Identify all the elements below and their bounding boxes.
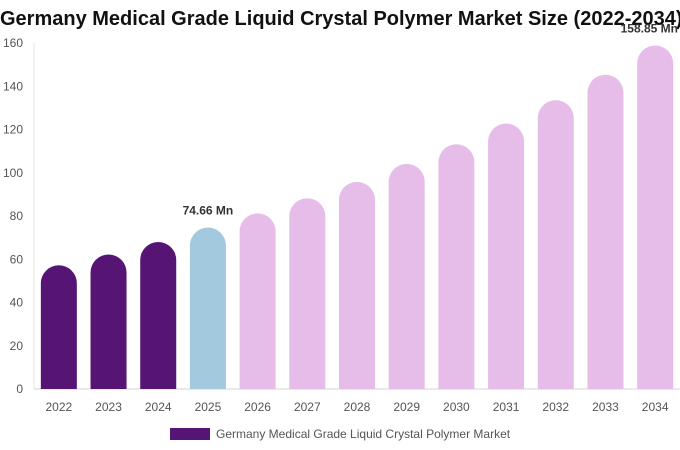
- y-tick-label: 120: [3, 123, 23, 137]
- y-tick-label: 80: [10, 209, 24, 223]
- x-tick-label: 2028: [344, 400, 371, 414]
- bar: [239, 213, 276, 389]
- bar: [537, 100, 574, 389]
- data-label: 74.66 Mn: [183, 204, 234, 218]
- legend-label: Germany Medical Grade Liquid Crystal Pol…: [216, 427, 511, 441]
- x-tick-label: 2027: [294, 400, 321, 414]
- legend-swatch: [170, 428, 210, 440]
- bar: [587, 74, 624, 389]
- bar: [189, 227, 226, 389]
- bar: [637, 45, 674, 389]
- x-tick-label: 2025: [195, 400, 222, 414]
- y-tick-label: 100: [3, 166, 23, 180]
- y-tick-label: 20: [10, 339, 24, 353]
- y-tick-label: 60: [10, 252, 24, 266]
- bar: [140, 241, 177, 389]
- x-tick-label: 2029: [393, 400, 420, 414]
- chart-title: Germany Medical Grade Liquid Crystal Pol…: [0, 8, 680, 30]
- bar: [40, 265, 77, 389]
- x-tick-label: 2031: [493, 400, 520, 414]
- data-label: 158.85 Mn: [621, 21, 678, 35]
- bar: [438, 144, 475, 389]
- bar: [339, 181, 375, 389]
- bar: [488, 123, 525, 390]
- y-axis-ticks: 0 20 40 60 80 100 120 140 160: [3, 36, 23, 396]
- x-tick-label: 2033: [592, 400, 619, 414]
- x-tick-label: 2032: [542, 400, 569, 414]
- x-tick-label: 2026: [244, 400, 271, 414]
- bar: [289, 198, 326, 389]
- legend: Germany Medical Grade Liquid Crystal Pol…: [170, 426, 510, 442]
- y-tick-label: 0: [16, 382, 23, 396]
- x-tick-label: 2023: [95, 400, 122, 414]
- bars: [40, 45, 674, 390]
- x-tick-label: 2024: [145, 400, 172, 414]
- y-tick-label: 160: [3, 36, 23, 50]
- data-labels: 74.66 Mn 158.85 Mn: [183, 21, 678, 217]
- y-tick-label: 40: [10, 296, 24, 310]
- x-tick-label: 2034: [642, 400, 669, 414]
- x-tick-label: 2022: [45, 400, 72, 414]
- bar: [90, 254, 127, 389]
- x-tick-label: 2030: [443, 400, 470, 414]
- y-tick-label: 140: [3, 79, 23, 93]
- bar: [388, 163, 425, 389]
- x-axis-ticks: 2022 2023 2024 2025 2026 2027 2028 2029 2030 2031…: [45, 400, 668, 414]
